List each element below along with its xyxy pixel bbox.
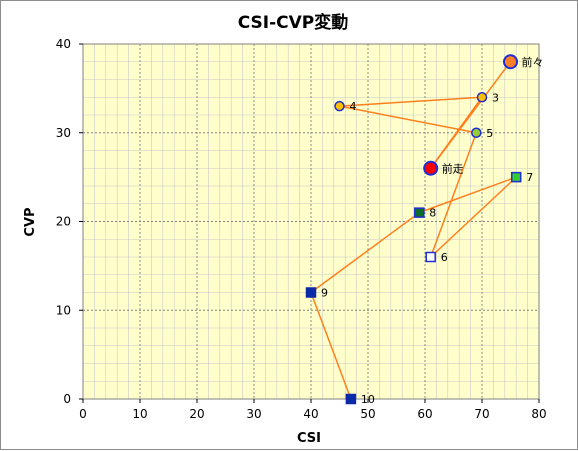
series-line-segment [430,176,517,258]
data-label: 3 [492,91,499,104]
series-line-segment [310,292,352,400]
data-point [425,251,436,263]
x-tick-label: 0 [79,407,87,421]
series-line-segment [429,132,478,258]
x-tick-label: 30 [246,407,261,421]
data-label: 5 [486,127,493,140]
x-tick-label: 80 [531,407,546,421]
chart-title: CSI-CVP変動 [238,12,349,33]
series-line-segment [430,96,483,169]
x-tick-label: 20 [189,407,204,421]
data-label: 前々 [522,55,544,69]
data-label: 8 [429,207,436,220]
x-tick-label: 40 [303,407,318,421]
series-line-segment [339,105,477,134]
x-tick-label: 10 [132,407,147,421]
data-label: 9 [321,287,328,300]
y-tick-label: 20 [56,215,71,229]
data-label: 6 [441,251,448,264]
data-point [305,287,317,298]
data-point [510,171,522,183]
series-line-segment [339,96,483,107]
y-tick-label: 40 [56,37,71,51]
data-label: 10 [361,393,375,406]
y-axis-title: CVP [23,207,38,236]
series-line-segment [419,176,517,214]
x-tick-label: 60 [417,407,432,421]
y-tick-label: 30 [56,126,71,140]
x-tick-label: 70 [474,407,489,421]
x-tick-label: 50 [360,407,375,421]
y-tick-label: 0 [63,392,71,406]
data-point [334,100,345,112]
series-line-segment [310,212,420,294]
data-label: 4 [350,100,357,113]
data-point [423,160,439,176]
data-point [471,127,482,138]
x-axis-title: CSI [297,431,321,446]
data-point [503,54,518,70]
data-point [345,393,357,405]
y-tick-label: 10 [56,303,71,317]
data-point [414,207,425,218]
data-label: 7 [526,171,533,184]
data-label: 前走 [442,161,464,175]
data-point [476,92,488,103]
